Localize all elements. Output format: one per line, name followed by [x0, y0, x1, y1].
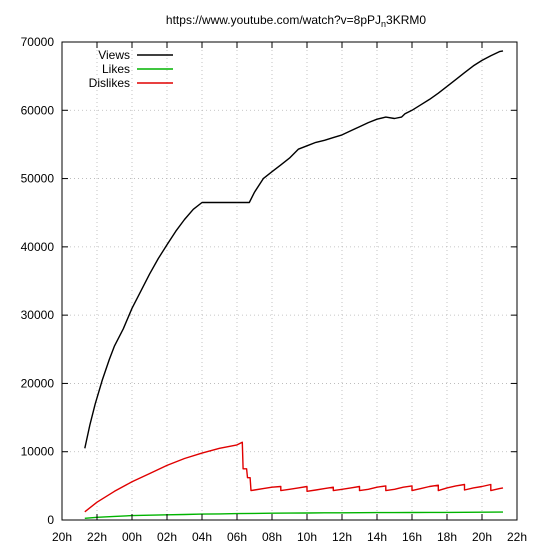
x-tick-label: 10h	[297, 530, 317, 544]
axis-ticks: 0 10000 20000 30000 40000 50000 60000 70000 20h 2…	[21, 35, 527, 544]
y-tick-label: 50000	[21, 172, 55, 186]
y-tick-label: 40000	[21, 240, 55, 254]
legend-label-dislikes: Dislikes	[89, 76, 130, 90]
x-tick-label: 00h	[122, 530, 142, 544]
x-tick-label: 08h	[262, 530, 282, 544]
x-tick-label: 18h	[437, 530, 457, 544]
x-tick-label: 20h	[52, 530, 72, 544]
x-tick-label: 12h	[332, 530, 352, 544]
x-tick-label: 06h	[227, 530, 247, 544]
views-line	[84, 50, 504, 449]
y-tick-label: 20000	[21, 376, 55, 390]
x-tick-label: 02h	[157, 530, 177, 544]
y-tick-label: 60000	[21, 103, 55, 117]
y-tick-label: 0	[47, 513, 54, 527]
x-tick-label: 22h	[507, 530, 527, 544]
x-tick-label: 04h	[192, 530, 212, 544]
x-tick-label: 20h	[472, 530, 492, 544]
legend-label-views: Views	[98, 48, 130, 62]
chart-title: https://www.youtube.com/watch?v=8pPJn3KR…	[166, 13, 426, 29]
legend-label-likes: Likes	[102, 62, 130, 76]
series-lines	[84, 50, 504, 519]
y-tick-label: 70000	[21, 35, 55, 49]
likes-line	[84, 511, 503, 519]
x-tick-label: 14h	[367, 530, 387, 544]
x-tick-label: 22h	[87, 530, 107, 544]
grid	[62, 42, 517, 520]
dislikes-line	[84, 441, 504, 513]
plot-frame	[61, 41, 518, 521]
y-tick-label: 30000	[21, 308, 55, 322]
x-tick-label: 16h	[402, 530, 422, 544]
y-tick-label: 10000	[21, 445, 55, 459]
